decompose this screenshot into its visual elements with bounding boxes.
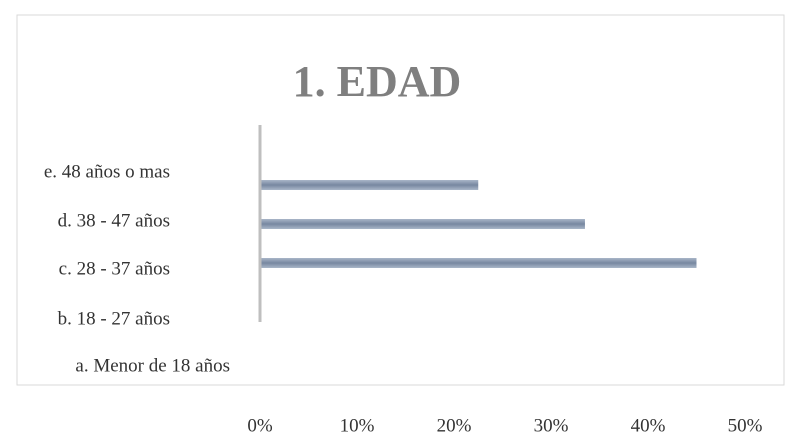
- y-tick-label: c. 28 - 37 años: [59, 258, 170, 279]
- y-tick-label: a. Menor de 18 años: [75, 355, 230, 376]
- chart-frame: [16, 14, 785, 386]
- x-tick-label: 40%: [631, 415, 666, 436]
- y-tick-label: d. 38 - 47 años: [58, 210, 170, 231]
- x-tick-label: 0%: [247, 415, 273, 436]
- bar: [260, 180, 479, 190]
- chart-title: 1. EDAD: [293, 57, 462, 106]
- x-tick-label: 20%: [437, 415, 472, 436]
- y-tick-label: b. 18 - 27 años: [58, 308, 170, 329]
- x-tick-label: 50%: [728, 415, 763, 436]
- y-tick-label: e. 48 años o mas: [44, 161, 170, 182]
- bar: [260, 258, 697, 268]
- x-tick-label: 10%: [340, 415, 375, 436]
- bar: [260, 219, 585, 229]
- x-tick-label: 30%: [534, 415, 569, 436]
